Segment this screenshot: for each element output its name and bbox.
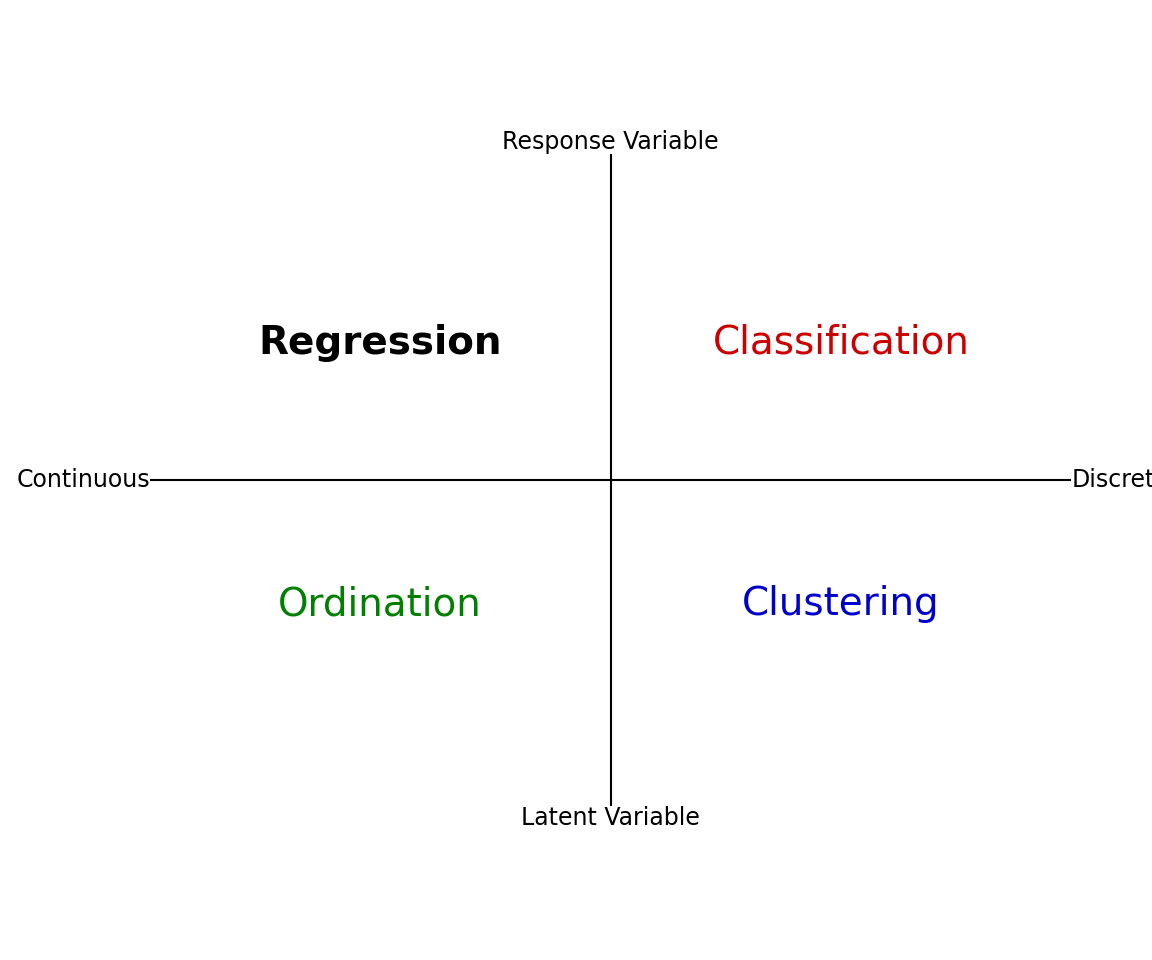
Text: Latent Variable: Latent Variable bbox=[521, 806, 700, 830]
Text: Continuous: Continuous bbox=[16, 468, 150, 492]
Text: Ordination: Ordination bbox=[279, 585, 482, 623]
Text: Response Variable: Response Variable bbox=[502, 130, 719, 154]
Text: Regression: Regression bbox=[258, 324, 502, 362]
Text: Discrete: Discrete bbox=[1071, 468, 1152, 492]
Text: Clustering: Clustering bbox=[742, 585, 940, 623]
Text: Classification: Classification bbox=[713, 324, 969, 362]
